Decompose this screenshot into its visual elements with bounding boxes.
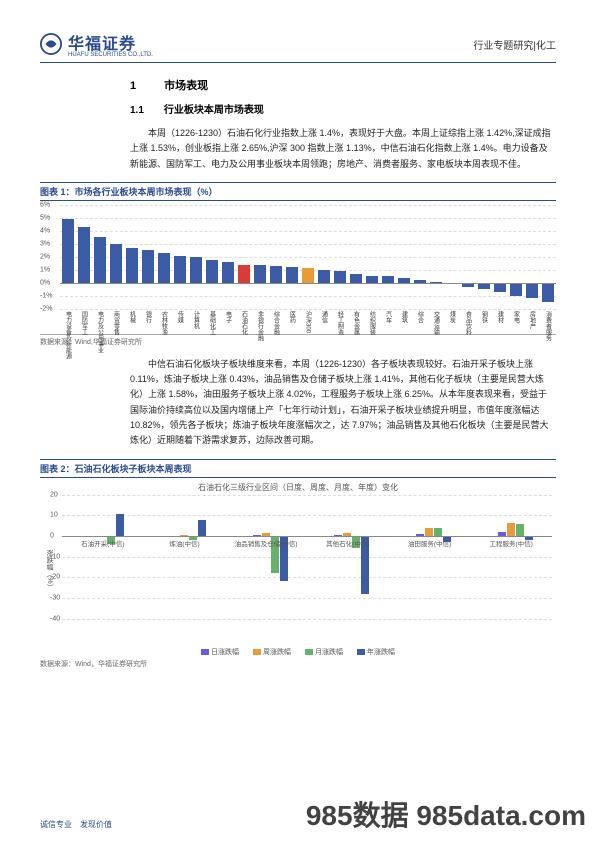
section-heading: 1市场表现 (130, 77, 556, 93)
figure1-title: 图表 1：市场各行业板块本周市场表现（%） (40, 182, 556, 201)
logo-icon (40, 33, 62, 55)
figure2-source: 数据来源：Wind，华福证券研究所 (40, 659, 556, 669)
page-footer: 诚信专业 发现价值 (40, 819, 112, 830)
subsection-heading: 1.1行业板块本周市场表现 (130, 101, 556, 116)
paragraph-2: 中信石油石化板块子板块维度来看，本周（1226-1230）各子板块表现较好。石油… (130, 357, 551, 449)
logo: 华福证券 HUAFU SECURITIES CO.,LTD. (40, 30, 153, 58)
watermark: 985数据 985data.com (306, 794, 586, 834)
figure2-legend: 日涨跌幅周涨跌幅月涨跌幅年涨跌幅 (40, 647, 556, 657)
page-header: 华福证券 HUAFU SECURITIES CO.,LTD. 行业专题研究|化工 (40, 30, 556, 63)
paragraph-1: 本周（1226-1230）石油石化行业指数上涨 1.4%，表现好于大盘。本周上证… (130, 126, 551, 172)
logo-en: HUAFU SECURITIES CO.,LTD. (68, 52, 153, 58)
figure1-source: 数据来源：Wind,华福证券研究所 (40, 337, 556, 347)
figure2-subtitle: 石油石化三级行业区间（日度、周度、月度、年度）变化 (40, 482, 556, 493)
logo-cn: 华福证券 (68, 30, 153, 54)
figure2-chart: 涨跌幅（%）20100-10-20-30-40石油开采(中信)炼油(中信)油品销… (40, 495, 556, 645)
figure1-chart: 6%5%4%3%2%1%0%-1%-2%电力设备及新能源国防军工电力及公用事业商… (40, 205, 556, 335)
header-right: 行业专题研究|化工 (473, 37, 556, 52)
figure2-title: 图表 2：石油石化板块子板块本周表现 (40, 459, 556, 478)
